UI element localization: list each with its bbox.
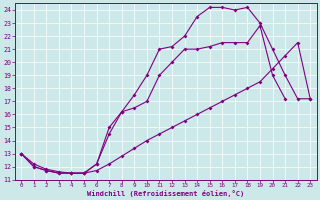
X-axis label: Windchill (Refroidissement éolien,°C): Windchill (Refroidissement éolien,°C) xyxy=(87,190,244,197)
